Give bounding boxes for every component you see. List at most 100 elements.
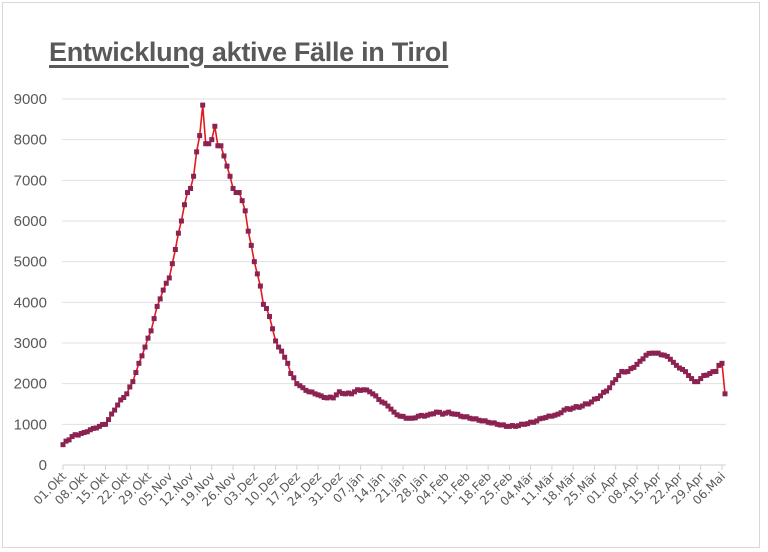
- data-point-marker: [482, 418, 488, 424]
- data-point-marker: [567, 406, 573, 412]
- data-point-marker: [212, 123, 218, 129]
- data-point-marker: [479, 418, 485, 424]
- y-tick-label: 5000: [14, 254, 47, 271]
- data-point-marker: [66, 437, 72, 443]
- data-point-marker: [142, 344, 148, 350]
- y-tick-label: 4000: [14, 294, 47, 311]
- data-point-marker: [121, 394, 127, 400]
- data-point-marker: [379, 399, 385, 405]
- data-point-marker: [312, 391, 318, 397]
- data-point-marker: [391, 409, 397, 415]
- data-point-marker: [597, 393, 603, 399]
- data-point-marker: [133, 369, 139, 375]
- data-point-marker: [434, 409, 440, 415]
- x-axis: 01.Okt08.Okt15.Okt22.Okt29.Okt05.Nov12.N…: [31, 465, 728, 509]
- data-point-marker: [552, 412, 558, 418]
- data-point-marker: [245, 228, 251, 234]
- data-point-marker: [324, 395, 330, 401]
- data-point-marker: [273, 338, 279, 344]
- data-point-marker: [373, 393, 379, 399]
- data-point-marker: [403, 415, 409, 421]
- data-point-marker: [704, 372, 710, 378]
- data-point-marker: [698, 376, 704, 382]
- data-point-marker: [440, 411, 446, 417]
- data-point-marker: [722, 391, 728, 397]
- data-point-marker: [537, 416, 543, 422]
- data-point-marker: [570, 405, 576, 411]
- data-point-marker: [613, 377, 619, 383]
- data-point-marker: [388, 406, 394, 412]
- data-point-marker: [488, 420, 494, 426]
- data-point-marker: [145, 335, 151, 341]
- data-point-marker: [549, 413, 555, 419]
- data-point-marker: [594, 396, 600, 402]
- data-point-marker: [382, 400, 388, 406]
- data-point-marker: [576, 404, 582, 410]
- data-point-marker: [591, 396, 597, 402]
- chart-frame: [2, 2, 760, 548]
- data-point-marker: [506, 423, 512, 429]
- data-point-marker: [315, 392, 321, 398]
- data-point-marker: [582, 401, 588, 407]
- data-point-marker: [601, 389, 607, 395]
- data-point-marker: [376, 397, 382, 403]
- data-point-marker: [75, 432, 81, 438]
- data-point-marker: [345, 390, 351, 396]
- data-point-marker: [327, 394, 333, 400]
- data-point-marker: [446, 409, 452, 415]
- data-point-marker: [409, 415, 415, 421]
- data-point-marker: [406, 415, 412, 421]
- data-point-marker: [78, 430, 84, 436]
- data-point-marker: [251, 259, 257, 265]
- y-tick-label: 3000: [14, 335, 47, 352]
- data-point-marker: [172, 246, 178, 252]
- data-point-marker: [309, 389, 315, 395]
- data-point-marker: [352, 389, 358, 395]
- data-point-marker: [209, 137, 215, 143]
- data-point-marker: [491, 420, 497, 426]
- data-point-marker: [197, 133, 203, 139]
- data-point-marker: [294, 381, 300, 387]
- data-point-marker: [686, 373, 692, 379]
- data-point-marker: [81, 429, 87, 435]
- data-point-marker: [288, 371, 294, 376]
- data-point-marker: [339, 390, 345, 396]
- data-point-marker: [467, 415, 473, 421]
- data-point-marker: [215, 143, 221, 149]
- data-point-marker: [124, 391, 130, 397]
- data-point-marker: [625, 368, 631, 374]
- data-point-marker: [87, 427, 93, 433]
- data-point-marker: [607, 385, 613, 391]
- data-point-marker: [103, 421, 109, 427]
- y-tick-label: 9000: [14, 91, 47, 108]
- data-point-marker: [221, 153, 227, 159]
- data-point-marker: [415, 413, 421, 419]
- data-point-marker: [169, 261, 175, 267]
- data-point-marker: [364, 387, 370, 393]
- data-point-marker: [263, 305, 269, 311]
- data-point-marker: [370, 391, 376, 397]
- data-point-marker: [509, 423, 515, 429]
- data-point-marker: [449, 411, 455, 417]
- data-point-marker: [616, 373, 622, 379]
- data-point-marker: [716, 362, 722, 368]
- data-point-marker: [303, 387, 309, 393]
- data-point-marker: [239, 198, 245, 204]
- data-point-marker: [631, 364, 637, 370]
- data-point-marker: [610, 380, 616, 386]
- data-point-marker: [661, 352, 667, 358]
- data-point-marker: [306, 389, 312, 395]
- data-point-marker: [658, 352, 664, 358]
- data-point-marker: [206, 141, 212, 147]
- data-point-marker: [522, 421, 528, 427]
- data-point-marker: [276, 344, 282, 350]
- data-point-marker: [652, 350, 658, 356]
- data-point-marker: [646, 350, 652, 356]
- data-point-marker: [695, 379, 701, 385]
- data-point-marker: [84, 429, 90, 435]
- data-point-marker: [227, 173, 233, 179]
- data-point-marker: [719, 360, 725, 366]
- data-point-marker: [604, 388, 610, 394]
- data-point-marker: [540, 415, 546, 421]
- data-point-marker: [637, 358, 643, 364]
